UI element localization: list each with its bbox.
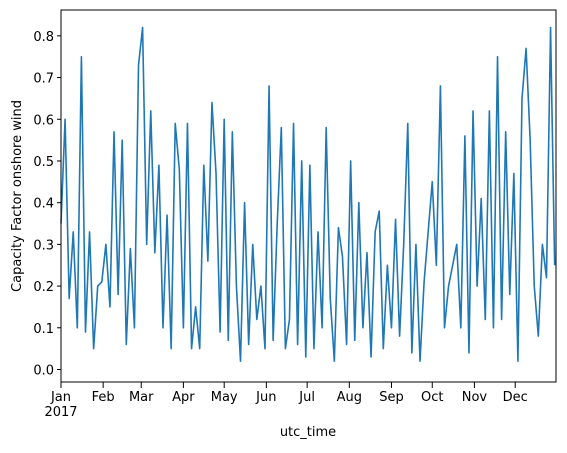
series-line [60,26,556,362]
x-axis-label: utc_time [280,425,336,440]
x-tick-label: Feb [92,390,115,405]
x-tick-label: Jun [255,390,276,405]
x-year-label: 2017 [44,405,77,420]
x-tick-label: Jul [298,390,315,405]
x-tick-label: Dec [503,390,528,405]
x-tick-label: Oct [421,390,443,405]
x-tick-label: Mar [129,390,154,405]
y-tick-label: 0.4 [33,197,54,212]
x-tick-label: Nov [462,390,488,405]
x-tick-label: May [211,390,238,405]
x-tick-label: Jan [50,390,71,405]
y-tick-label: 0.1 [33,322,54,337]
y-tick-label: 0.5 [33,155,54,170]
y-axis-label: Capacity Factor onshore wind [10,100,25,292]
y-tick-label: 0.3 [33,238,54,253]
x-tick-label: Apr [172,390,195,405]
y-tick-label: 0.6 [33,113,54,128]
x-tick-label: Aug [337,390,362,405]
y-tick-label: 0.7 [33,72,54,87]
x-tick-label: Sep [379,390,404,405]
y-tick-label: 0.2 [33,280,54,295]
y-tick-label: 0.0 [33,363,54,378]
y-tick-label: 0.8 [33,30,54,45]
plot-frame [60,9,557,383]
